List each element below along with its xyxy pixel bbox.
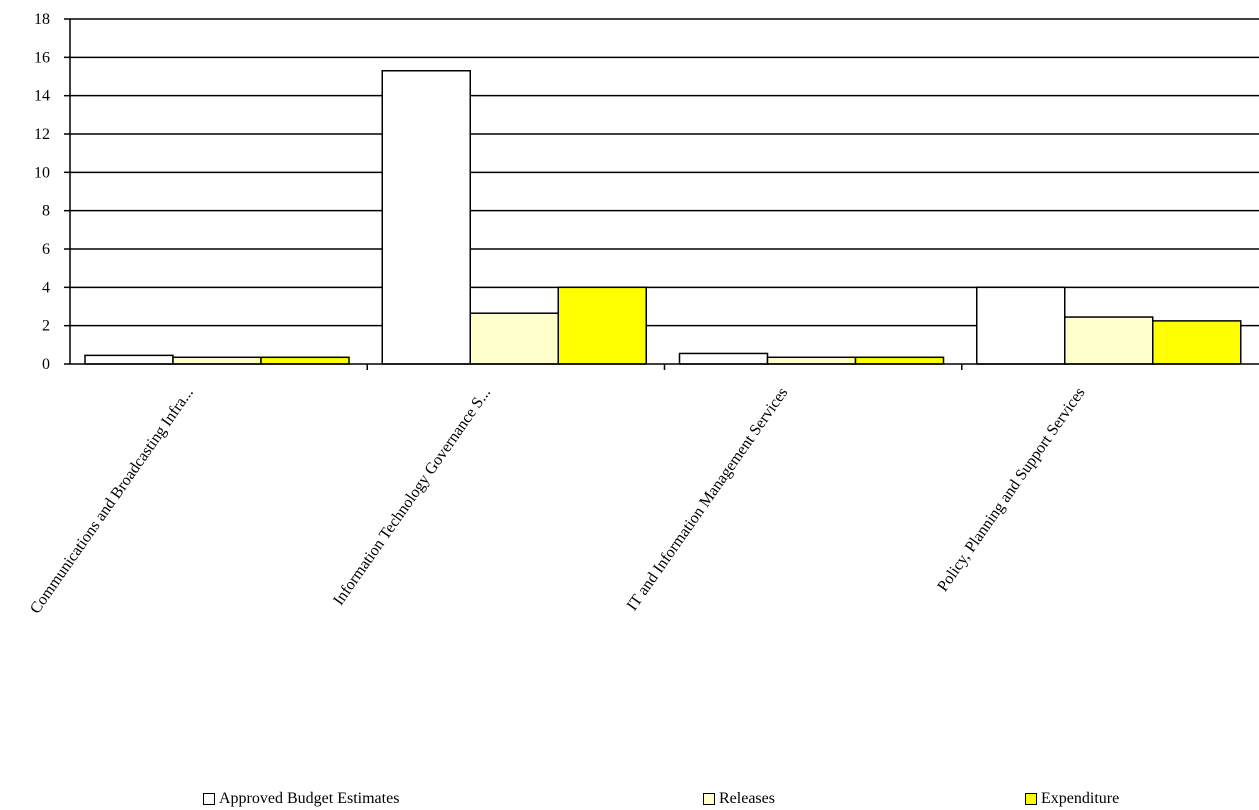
- bar-expenditure-2: [557, 286, 647, 365]
- x-category-label-4: Policy, Planning and Support Services: [934, 385, 1088, 595]
- x-category-label-3: IT and Information Management Services: [624, 385, 792, 614]
- bar-expenditure-1: [260, 356, 350, 365]
- y-tick-labels: 0 2 4 6 8 10 12 14 16 18: [34, 11, 50, 373]
- gridlines: [70, 18, 1259, 327]
- bar-releases-4: [1064, 316, 1154, 365]
- legend-swatch-releases: [703, 793, 715, 805]
- legend-label-releases: Releases: [719, 790, 775, 807]
- y-tick-label-8: 8: [42, 203, 50, 220]
- y-tick-label-12: 12: [34, 126, 50, 143]
- y-tick-label-18: 18: [34, 11, 50, 28]
- y-tick-label-6: 6: [42, 241, 50, 258]
- y-tick-label-14: 14: [34, 88, 50, 105]
- bar-releases-3: [766, 356, 857, 365]
- bar-approved-budget-estimates-1: [84, 354, 174, 365]
- x-category-label-2: Information Technology Governance S...: [330, 385, 494, 609]
- legend-item-approved-budget-estimates: Approved Budget Estimates: [203, 790, 399, 808]
- bar-approved-budget-estimates-2: [381, 70, 471, 365]
- y-tick-label-0: 0: [42, 356, 50, 373]
- bar-releases-2: [469, 312, 559, 365]
- bar-releases-1: [172, 356, 262, 365]
- x-category-label-1: Communications and Broadcasting Infra...: [27, 385, 197, 618]
- legend-swatch-expenditure: [1025, 793, 1037, 805]
- bar-expenditure-3: [854, 356, 945, 365]
- y-tick-label-10: 10: [34, 164, 50, 181]
- legend-label-expenditure: Expenditure: [1041, 790, 1120, 807]
- bar-expenditure-4: [1152, 320, 1242, 365]
- y-tick-label-2: 2: [42, 318, 50, 335]
- bar-approved-budget-estimates-4: [976, 286, 1066, 365]
- legend-item-releases: Releases: [703, 790, 775, 808]
- y-tick-label-16: 16: [34, 49, 50, 66]
- x-category-labels: Communications and Broadcasting Infra...…: [27, 385, 1089, 618]
- legend-swatch-approved: [203, 793, 215, 805]
- y-tick-label-4: 4: [42, 279, 50, 296]
- legend-item-expenditure: Expenditure: [1025, 790, 1119, 808]
- legend: Approved Budget Estimates Releases Expen…: [0, 790, 1259, 810]
- bar-approved-budget-estimates-3: [678, 352, 769, 365]
- axes: [64, 18, 1259, 370]
- legend-label-approved: Approved Budget Estimates: [219, 790, 400, 807]
- bars: [84, 70, 1242, 365]
